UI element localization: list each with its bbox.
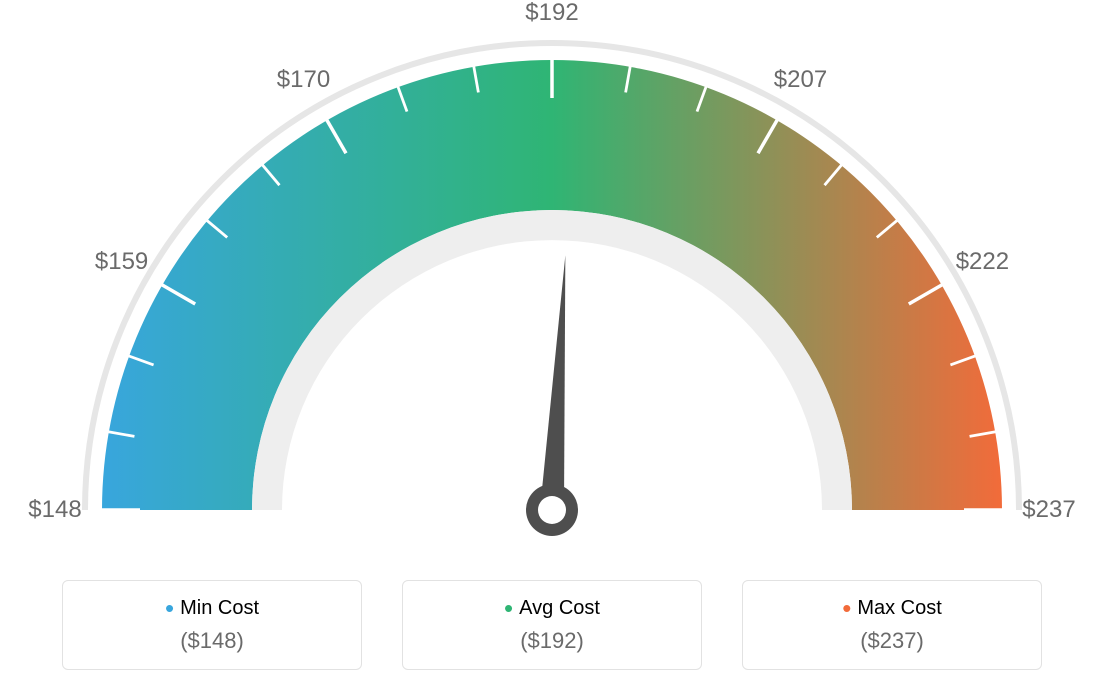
legend-max-dot: • <box>842 600 851 616</box>
gauge-needle <box>540 255 565 510</box>
legend-min-title: • Min Cost <box>165 597 259 620</box>
gauge-tick-label: $192 <box>525 0 578 27</box>
legend-max-card: • Max Cost ($237) <box>742 580 1042 670</box>
legend-avg-label: Avg Cost <box>519 597 600 620</box>
legend-min-dot: • <box>165 600 174 616</box>
gauge-tick-label: $148 <box>28 496 81 524</box>
gauge-tick-label: $222 <box>956 248 1009 276</box>
legend-min-card: • Min Cost ($148) <box>62 580 362 670</box>
legend-max-value: ($237) <box>860 628 924 654</box>
cost-gauge: $148 $159 $170 $192 $207 $222 $237 <box>0 0 1104 560</box>
legend-max-label: Max Cost <box>857 597 941 620</box>
gauge-tick-label: $170 <box>277 66 330 94</box>
legend-min-value: ($148) <box>180 628 244 654</box>
legend-avg-card: • Avg Cost ($192) <box>402 580 702 670</box>
legend-avg-title: • Avg Cost <box>504 597 600 620</box>
legend-avg-value: ($192) <box>520 628 584 654</box>
gauge-tick-label: $237 <box>1022 496 1075 524</box>
gauge-tick-label: $207 <box>774 66 827 94</box>
gauge-tick-label: $159 <box>95 248 148 276</box>
legend-avg-dot: • <box>504 600 513 616</box>
legend-row: • Min Cost ($148) • Avg Cost ($192) • Ma… <box>0 580 1104 670</box>
legend-max-title: • Max Cost <box>842 597 942 620</box>
legend-min-label: Min Cost <box>180 597 259 620</box>
